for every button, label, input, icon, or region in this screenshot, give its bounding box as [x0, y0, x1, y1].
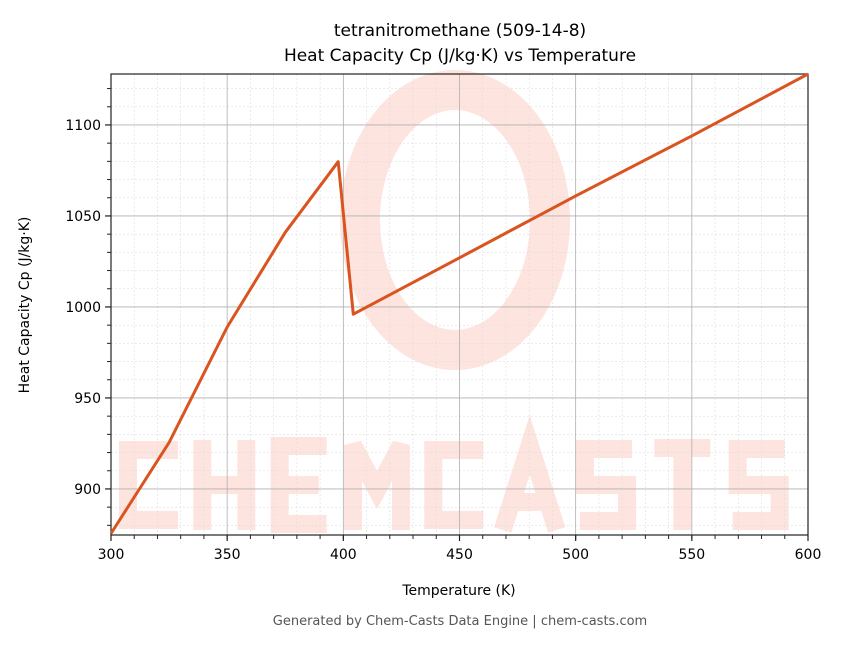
- footer-credit: Generated by Chem-Casts Data Engine | ch…: [273, 614, 647, 629]
- x-tick-label: 350: [214, 547, 241, 563]
- x-tick-label: 500: [562, 547, 589, 563]
- watermark-letter: [270, 437, 327, 533]
- y-tick-label: 900: [74, 482, 101, 498]
- watermark: [119, 70, 789, 533]
- y-tick-label: 1050: [65, 209, 101, 225]
- x-tick-label: 450: [446, 547, 473, 563]
- watermark-letter: [494, 415, 566, 533]
- watermark-letter: [193, 440, 256, 530]
- y-tick-label: 1000: [65, 300, 101, 316]
- y-tick-label: 1100: [65, 118, 101, 134]
- watermark-letter: [119, 441, 178, 529]
- chart-title: tetranitromethane (509-14-8): [334, 21, 586, 41]
- watermark-letter: [576, 440, 636, 530]
- y-tick-label: 950: [74, 391, 101, 407]
- x-axis-label: Temperature (K): [401, 583, 515, 599]
- x-tick-label: 550: [678, 547, 705, 563]
- watermark-logo-ring: [340, 70, 570, 370]
- watermark-letter: [728, 440, 789, 530]
- watermark-lettering: [119, 415, 789, 533]
- chart-subtitle: Heat Capacity Cp (J/kg·K) vs Temperature: [284, 46, 636, 66]
- watermark-letter: [344, 440, 410, 530]
- watermark-letter: [424, 441, 484, 529]
- series-line-cp: [109, 72, 809, 535]
- x-tick-label: 400: [330, 547, 357, 563]
- y-axis-label: Heat Capacity Cp (J/kg·K): [17, 217, 33, 394]
- x-tick-label: 300: [98, 547, 125, 563]
- x-tick-label: 600: [795, 547, 822, 563]
- plot-frame: [110, 73, 809, 536]
